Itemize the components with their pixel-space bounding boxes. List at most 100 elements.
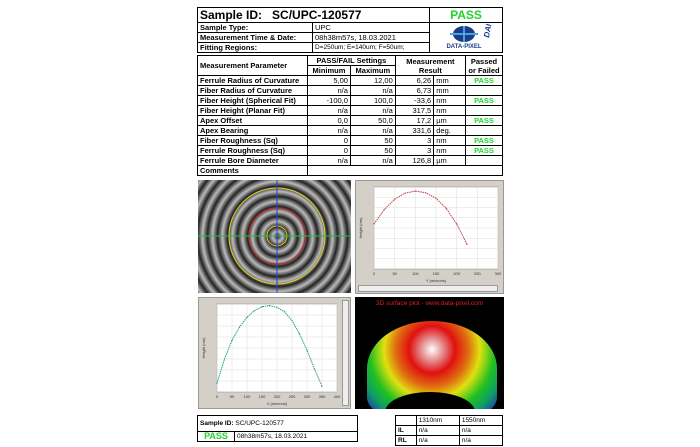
fitting-value: D=250um; E=140um; F=50um; [312,42,430,53]
data-point [456,223,458,225]
loss-table: 1310nm 1550nm IL n/a n/a RL n/a n/a [395,415,504,446]
unit: nm [433,95,466,106]
data-point [253,310,256,312]
result: -33,6 [394,95,435,106]
col-settings: PASS/FAIL Settings [307,55,396,66]
data-point [321,385,323,388]
measurement-table: Measurement Parameter PASS/FAIL Settings… [197,55,503,176]
comments-value [307,165,503,176]
col-max: Maximum [349,65,396,76]
table-row: Ferrule Roughness (Sq) 0 50 3 nm PASS [197,145,503,156]
rl-label: RL [395,435,417,446]
param-name: Fiber Roughness (Sq) [197,135,308,146]
table-row: Fiber Height (Spherical Fit) -100,0 100,0-… [197,95,503,106]
data-point [404,192,406,194]
data-point [276,306,278,308]
min: 5,00 [307,75,351,86]
table-row: Apex Offset 0,0 50,0 17,2 µm PASS [197,115,503,126]
result: 317,5 [394,105,435,116]
param-name: Ferrule Bore Diameter [197,155,308,166]
col-param: Measurement Parameter [197,55,308,76]
x-tick-label: 0 [216,394,219,399]
time-value: 08h38m57s, 18.03.2021 [312,32,430,43]
table-row: Ferrule Radius of Curvature 5,00 12,00 6,26… [197,75,503,86]
profile-line [373,190,468,245]
footer-time: 08h38m57s, 18.03.2021 [234,431,358,442]
status: PASS [465,145,503,156]
min: -100,0 [307,95,351,106]
unit: nm [433,145,466,156]
param-name: Apex Bearing [197,125,308,136]
x-tick-label: 100 [412,271,419,276]
status: PASS [465,75,503,86]
data-point [373,223,375,225]
y-profile-panel: 0 50 100 150 200 250 300 Y (microns) Height (nm) [355,180,504,294]
min: n/a [307,105,351,116]
table-row: Fiber Radius of Curvature n/a n/a 6,73 mm [197,85,503,96]
x-tick-label: 50 [230,394,235,399]
il-label: IL [395,425,417,436]
result: 3 [394,135,435,146]
min: 0 [307,145,351,156]
x-tick-label: 100 [244,394,251,399]
x-tick-label: 350 [319,394,326,399]
scrollbar[interactable] [342,300,349,406]
data-point [216,382,218,384]
min: 0,0 [307,115,351,126]
col-passed: Passed or Failed [465,55,503,76]
status [465,85,503,96]
min: n/a [307,125,351,136]
max: n/a [349,105,396,116]
data-point [306,349,308,351]
data-point [238,326,241,328]
x-axis-label: Y (microns) [426,278,447,283]
overall-status: PASS [429,7,503,23]
status [465,155,503,166]
max: 50,0 [349,115,396,126]
data-point [223,358,226,360]
data-point [283,311,286,313]
footer-sample-id: SC/UPC-120577 [235,420,284,427]
table-row: Fiber Height (Planar Fit) n/a n/a 317,5 nm [197,105,503,116]
footer-sample-box: Sample ID: SC/UPC-120577 PASS 08h38m57s, … [197,415,358,442]
param-name: Ferrule Roughness (Sq) [197,145,308,156]
x-tick-label: 250 [289,394,296,399]
x-tick-label: 150 [259,394,266,399]
table-row: Apex Bearing n/a n/a 331,6 deg. [197,125,503,136]
data-point [231,339,233,341]
table-row: Fiber Roughness (Sq) 0 50 3 nm PASS [197,135,503,146]
x-tick-label: 200 [274,394,281,399]
data-pixel-logo: DATA-PIXEL DAISI [429,15,503,53]
x-axis-label: X (microns) [267,401,288,406]
footer-status: PASS [197,431,235,442]
col-1310: 1310nm [415,415,460,426]
footer-sample-label: Sample ID: [200,420,234,427]
data-point [394,198,396,200]
unit: mm [433,85,466,96]
x-tick-label: 300 [495,271,502,276]
unit: µm [433,115,466,126]
unit: nm [433,105,466,116]
comments-label: Comments [197,165,308,176]
table-row: Ferrule Bore Diameter n/a n/a 126,8 µm [197,155,503,166]
param-name: Fiber Height (Planar Fit) [197,105,308,116]
data-point [383,208,385,211]
scrollbar[interactable] [358,285,498,292]
min: 0 [307,135,351,146]
rl-1550: n/a [458,435,504,446]
param-name: Apex Offset [197,115,308,126]
data-point [261,306,263,308]
unit: µm [433,155,466,166]
result: 17,2 [394,115,435,126]
y-profile-chart: 0 50 100 150 200 250 300 Y (microns) Height (nm) [358,186,502,283]
max: n/a [349,155,396,166]
status [465,105,503,116]
status: PASS [465,115,503,126]
col-1550: 1550nm [458,415,504,426]
param-name: Fiber Height (Spherical Fit) [197,95,308,106]
status: PASS [465,95,503,106]
max: 100,0 [349,95,396,106]
unit: nm [433,135,466,146]
svg-text:DAISI: DAISI [482,24,495,38]
data-point [291,319,293,322]
